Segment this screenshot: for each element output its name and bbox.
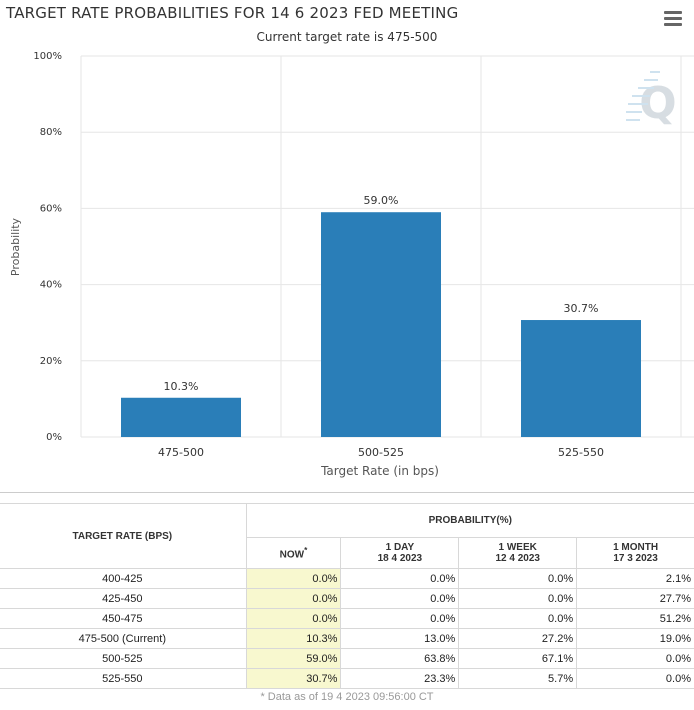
- week-cell: 0.0%: [458, 608, 578, 629]
- col-now-mark: *: [304, 545, 308, 556]
- rate-cell: 450-475: [0, 608, 247, 629]
- rate-cell: 525-550: [0, 668, 247, 689]
- bar-chart: Q 0% 20% 40% 60% 80% 100% 475-500 500-525 525-5…: [9, 51, 694, 478]
- bar[interactable]: [321, 212, 441, 437]
- month-cell: 27.7%: [576, 588, 694, 609]
- rate-cell: 425-450: [0, 588, 247, 609]
- day-cell: 0.0%: [340, 588, 460, 609]
- data-timestamp-footer: * Data as of 19 4 2023 09:56:00 CT: [260, 691, 434, 703]
- col-1week-date: 12 4 2023: [495, 553, 540, 564]
- table-row: 425-450 0.0% 0.0% 0.0% 27.7%: [0, 588, 694, 609]
- col-now-label: NOW: [279, 549, 305, 561]
- bar-data-label: 30.7%: [564, 302, 599, 315]
- y-tick-label: 40%: [40, 280, 62, 291]
- month-cell: 0.0%: [576, 648, 694, 669]
- now-cell: 0.0%: [245, 608, 342, 629]
- x-tick-label: 525-550: [558, 446, 604, 459]
- day-cell: 63.8%: [340, 648, 460, 669]
- col-1day-label: 1 DAY: [385, 542, 415, 553]
- day-cell: 13.0%: [340, 628, 460, 649]
- col-1month: 1 MONTH 17 3 2023: [576, 537, 694, 569]
- table-row: 450-475 0.0% 0.0% 0.0% 51.2%: [0, 608, 694, 629]
- col-1month-date: 17 3 2023: [613, 553, 658, 564]
- month-cell: 19.0%: [576, 628, 694, 649]
- now-cell: 10.3%: [245, 628, 342, 649]
- week-cell: 5.7%: [458, 668, 578, 689]
- chart-title: TARGET RATE PROBABILITIES FOR 14 6 2023 …: [6, 4, 459, 22]
- col-1week: 1 WEEK 12 4 2023: [458, 537, 578, 569]
- week-cell: 67.1%: [458, 648, 578, 669]
- week-cell: 27.2%: [458, 628, 578, 649]
- col-1month-label: 1 MONTH: [613, 542, 659, 553]
- x-axis-title: Target Rate (in bps): [320, 464, 439, 478]
- x-tick-label: 475-500: [158, 446, 204, 459]
- now-cell: 0.0%: [245, 568, 342, 589]
- now-cell: 30.7%: [245, 668, 342, 689]
- col-now: NOW*: [245, 537, 342, 569]
- quandl-watermark-icon: Q: [626, 71, 677, 129]
- month-cell: 51.2%: [576, 608, 694, 629]
- y-tick-label: 60%: [40, 203, 62, 214]
- y-tick-label: 80%: [40, 127, 62, 138]
- rate-cell: 400-425: [0, 568, 247, 589]
- col-1day: 1 DAY 18 4 2023: [340, 537, 460, 569]
- bar-data-label: 10.3%: [164, 380, 199, 393]
- day-cell: 0.0%: [340, 568, 460, 589]
- bar[interactable]: [521, 320, 641, 437]
- table-row: 400-425 0.0% 0.0% 0.0% 2.1%: [0, 568, 694, 589]
- day-cell: 0.0%: [340, 608, 460, 629]
- now-cell: 59.0%: [245, 648, 342, 669]
- table-row: 500-525 59.0% 63.8% 67.1% 0.0%: [0, 648, 694, 669]
- bar[interactable]: [121, 397, 241, 437]
- week-cell: 0.0%: [458, 568, 578, 589]
- day-cell: 23.3%: [340, 668, 460, 689]
- col-1week-label: 1 WEEK: [498, 542, 537, 553]
- month-cell: 0.0%: [576, 668, 694, 689]
- week-cell: 0.0%: [458, 588, 578, 609]
- rate-cell: 475-500 (Current): [0, 628, 247, 649]
- y-tick-label: 100%: [33, 51, 62, 62]
- table-row: 475-500 (Current) 10.3% 13.0% 27.2% 19.0…: [0, 628, 694, 649]
- y-axis-title: Probability: [9, 217, 22, 276]
- x-tick-label: 500-525: [358, 446, 404, 459]
- bar-data-label: 59.0%: [364, 194, 399, 207]
- col-target-rate: TARGET RATE (BPS): [0, 503, 247, 569]
- y-tick-label: 20%: [40, 356, 62, 367]
- hamburger-menu-icon[interactable]: [664, 11, 682, 27]
- now-cell: 0.0%: [245, 588, 342, 609]
- table-row: 525-550 30.7% 23.3% 5.7% 0.0%: [0, 668, 694, 689]
- probability-table: TARGET RATE (BPS) PROBABILITY(%) NOW* 1 …: [0, 503, 694, 689]
- col-probability: PROBABILITY(%): [245, 503, 694, 538]
- chart-subtitle: Current target rate is 475-500: [256, 30, 438, 44]
- col-1day-date: 18 4 2023: [377, 553, 423, 564]
- divider: [0, 492, 694, 493]
- y-tick-label: 0%: [46, 432, 62, 443]
- month-cell: 2.1%: [576, 568, 694, 589]
- rate-cell: 500-525: [0, 648, 247, 669]
